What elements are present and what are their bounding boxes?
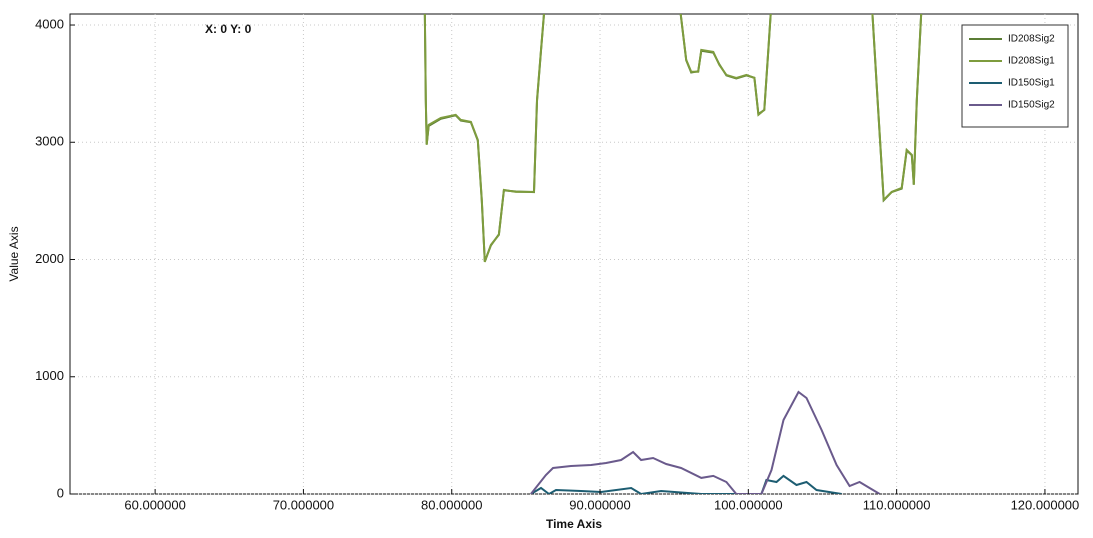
y-tick-label: 2000	[35, 251, 64, 266]
plot-frame	[69, 13, 1079, 495]
legend: ID208Sig2 ID208Sig1 ID150Sig1 ID150Sig2	[961, 24, 1069, 128]
series-line	[423, 14, 923, 262]
series-line	[530, 474, 842, 494]
x-tick-label: 80.000000	[421, 497, 482, 512]
legend-label: ID208Sig2	[1008, 34, 1055, 45]
x-tick-label: 110.000000	[863, 497, 931, 512]
grid	[70, 14, 1078, 495]
legend-label: ID150Sig2	[1008, 100, 1055, 111]
annotation: X: 0 Y: 0	[205, 22, 252, 36]
x-tick-label: 120.000000	[1011, 497, 1080, 512]
lines	[423, 14, 923, 494]
y-tick-label: 1000	[35, 368, 64, 383]
y-tick-label: 3000	[35, 134, 64, 149]
x-tick-label: 60.000000	[124, 497, 185, 512]
legend-label: ID208Sig1	[1008, 56, 1055, 67]
x-tick-label: 70.000000	[273, 497, 334, 512]
y-axis-label: Value Axis	[7, 226, 21, 281]
y-tick-label: 0	[57, 485, 64, 500]
legend-label: ID150Sig1	[1008, 78, 1055, 89]
series-line	[530, 390, 881, 494]
x-tick-label: 90.000000	[569, 497, 630, 512]
x-tick-label: 100.000000	[714, 497, 783, 512]
y-tick-label: 4000	[35, 16, 64, 31]
x-axis-label: Time Axis	[546, 517, 602, 531]
series-line	[423, 14, 923, 263]
legend-frame	[961, 24, 1069, 128]
